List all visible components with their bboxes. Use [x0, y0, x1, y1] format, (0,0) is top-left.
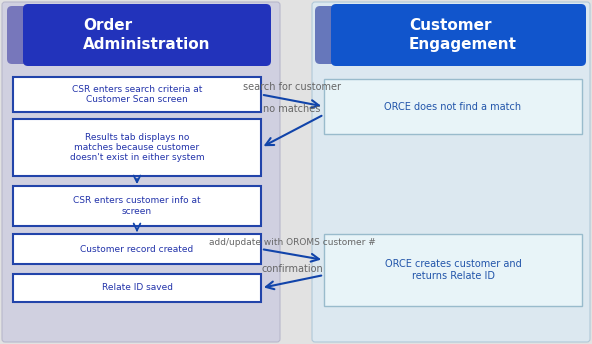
Text: add/update with OROMS customer #: add/update with OROMS customer # [208, 238, 375, 247]
Text: CSR enters search criteria at
Customer Scan screen: CSR enters search criteria at Customer S… [72, 85, 202, 104]
Text: ORCE does not find a match: ORCE does not find a match [384, 101, 522, 111]
Text: Customer
Engagement: Customer Engagement [409, 18, 517, 52]
FancyBboxPatch shape [2, 2, 280, 342]
FancyBboxPatch shape [312, 2, 590, 342]
Text: search for customer: search for customer [243, 83, 341, 93]
FancyBboxPatch shape [13, 119, 261, 176]
FancyBboxPatch shape [331, 4, 586, 66]
FancyBboxPatch shape [13, 234, 261, 264]
FancyBboxPatch shape [23, 4, 271, 66]
FancyBboxPatch shape [324, 79, 582, 134]
FancyBboxPatch shape [7, 6, 39, 64]
Text: Order
Administration: Order Administration [83, 18, 211, 52]
FancyBboxPatch shape [13, 186, 261, 226]
Text: Customer record created: Customer record created [81, 245, 194, 254]
FancyBboxPatch shape [13, 77, 261, 112]
FancyBboxPatch shape [315, 6, 347, 64]
Text: confirmation: confirmation [261, 264, 323, 274]
Text: no matches: no matches [263, 104, 321, 114]
Text: ORCE creates customer and
returns Relate ID: ORCE creates customer and returns Relate… [385, 259, 522, 281]
FancyBboxPatch shape [324, 234, 582, 306]
Text: CSR enters customer info at
screen: CSR enters customer info at screen [73, 196, 201, 216]
FancyBboxPatch shape [13, 274, 261, 302]
Text: Relate ID saved: Relate ID saved [101, 283, 172, 292]
Text: Results tab displays no
matches because customer
doesn't exist in either system: Results tab displays no matches because … [70, 132, 204, 162]
